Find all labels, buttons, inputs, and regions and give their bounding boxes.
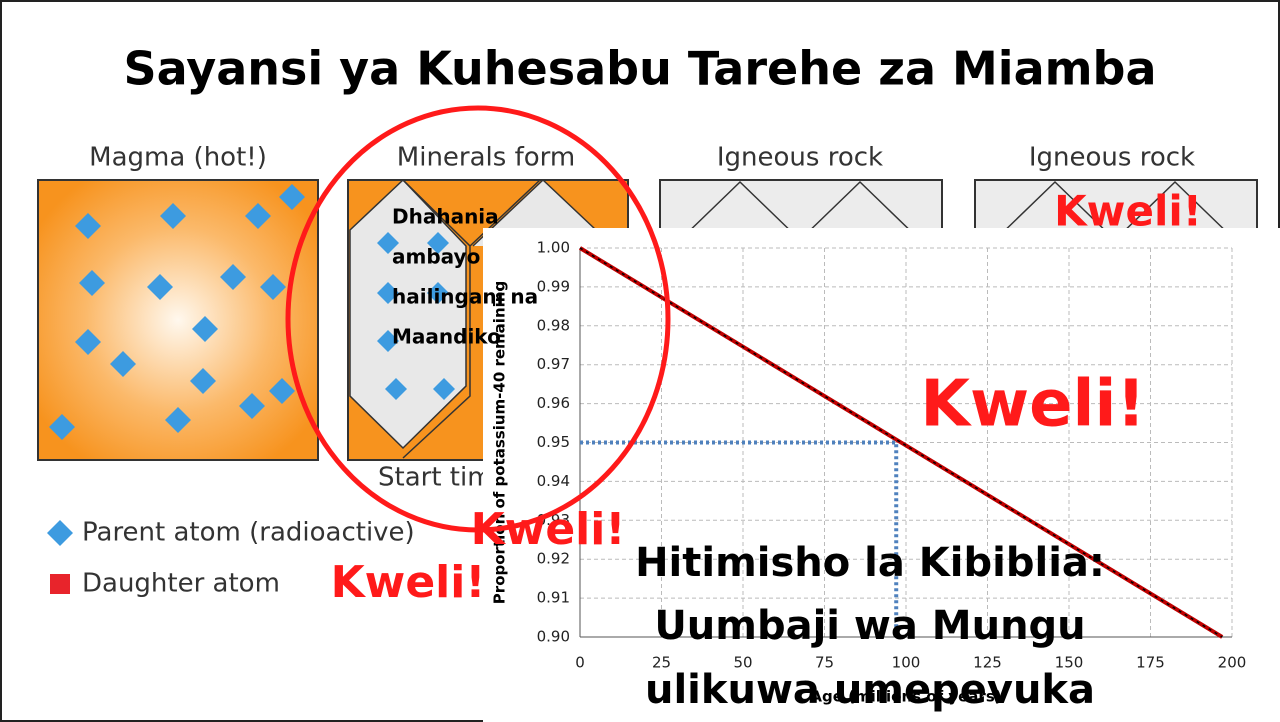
badge: Kweli! xyxy=(1054,187,1202,236)
panel-label: Minerals form xyxy=(397,143,575,173)
y-tick-label: 1.00 xyxy=(537,239,570,257)
y-tick-label: 0.99 xyxy=(537,277,570,295)
note-line: Maandiko xyxy=(392,325,501,349)
panel-label: Igneous rock xyxy=(1029,143,1195,173)
legend: Parent atom (radioactive) Daughter atom xyxy=(47,518,415,599)
y-axis-label: Proportion of potassium-40 remaining xyxy=(491,281,509,604)
legend-symbol xyxy=(50,574,70,594)
legend-text: Parent atom (radioactive) xyxy=(82,518,415,548)
y-tick-label: 0.92 xyxy=(537,550,570,568)
panel-label: Magma (hot!) xyxy=(89,143,267,173)
panel-label: Igneous rock xyxy=(717,143,883,173)
note-line: Dhahania xyxy=(392,205,499,229)
circle-note: Dhahania ambayo hailingani na Maandiko xyxy=(392,205,538,349)
y-tick-label: 0.91 xyxy=(537,589,570,607)
y-tick-label: 0.94 xyxy=(537,472,570,490)
x-tick-label: 75 xyxy=(815,654,834,672)
x-tick-label: 200 xyxy=(1218,654,1247,672)
chart: 0.900.910.920.930.940.950.960.970.980.99… xyxy=(491,239,1247,706)
highlight-circle xyxy=(285,105,671,533)
badge: Kweli! xyxy=(471,504,626,555)
x-tick-label: 125 xyxy=(973,654,1002,672)
y-tick-label: 0.90 xyxy=(537,628,570,646)
legend-symbol xyxy=(47,520,73,546)
series-line xyxy=(580,440,899,637)
x-tick-label: 50 xyxy=(733,654,752,672)
conclusion: Hitimisho la Kibiblia: Uumbaji wa Mungu … xyxy=(635,540,1105,713)
conclusion-line: Uumbaji wa Mungu xyxy=(654,603,1085,649)
legend-text: Daughter atom xyxy=(82,569,280,599)
x-axis-label: Age (millions of years) xyxy=(810,688,1001,706)
note-line: ambayo xyxy=(392,245,480,269)
conclusion-line: ulikuwa umepevuka xyxy=(645,667,1095,713)
x-tick-label: 0 xyxy=(575,654,585,672)
x-tick-label: 100 xyxy=(892,654,921,672)
y-tick-label: 0.96 xyxy=(537,394,570,412)
y-tick-label: 0.97 xyxy=(537,355,570,373)
series-line-overlay xyxy=(579,247,1223,638)
note-line: hailingani na xyxy=(392,285,538,309)
conclusion-line: Hitimisho la Kibiblia: xyxy=(635,540,1105,586)
chart-panel xyxy=(483,228,1280,722)
parent-atoms xyxy=(377,232,455,400)
x-tick-label: 175 xyxy=(1136,654,1165,672)
x-tick-label: 25 xyxy=(652,654,671,672)
title: Sayansi ya Kuhesabu Tarehe za Miamba xyxy=(123,42,1156,96)
y-tick-label: 0.95 xyxy=(537,433,570,451)
badge: Kweli! xyxy=(331,557,486,608)
x-tick-label: 150 xyxy=(1055,654,1084,672)
y-tick-label: 0.98 xyxy=(537,316,570,334)
badge: Kweli! xyxy=(920,368,1145,442)
